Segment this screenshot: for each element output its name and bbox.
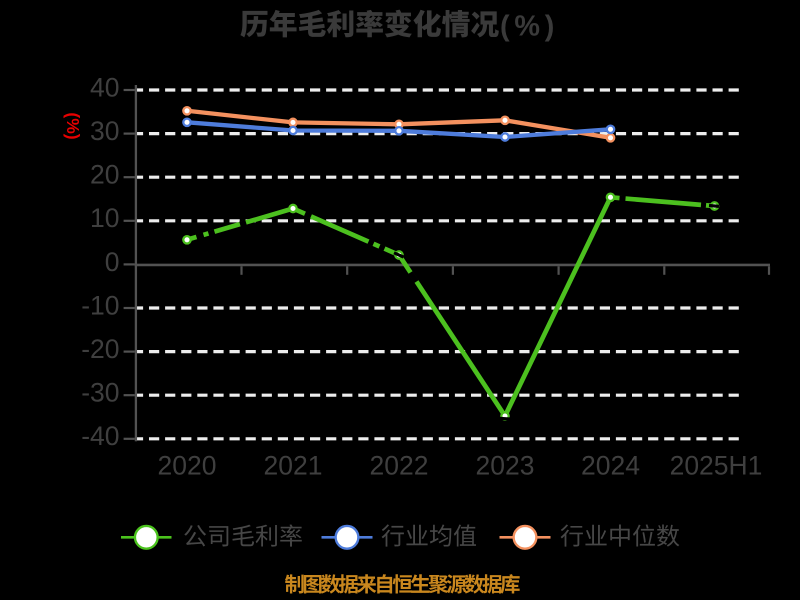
svg-text:2022: 2022	[370, 451, 429, 481]
svg-text:30: 30	[90, 116, 119, 146]
svg-text:(%): (%)	[63, 112, 83, 139]
svg-text:2023: 2023	[476, 451, 535, 481]
svg-text:-20: -20	[81, 334, 119, 364]
svg-text:2025H1: 2025H1	[670, 451, 763, 481]
svg-text:-40: -40	[81, 421, 119, 451]
svg-text:-10: -10	[81, 290, 119, 320]
svg-text:10: 10	[90, 203, 119, 233]
svg-text:40: 40	[90, 72, 119, 102]
svg-text:0: 0	[105, 247, 120, 277]
svg-text:(%): (%)	[500, 10, 559, 42]
svg-text:2021: 2021	[264, 451, 323, 481]
svg-text:-30: -30	[81, 378, 119, 408]
svg-text:2020: 2020	[158, 451, 217, 481]
svg-text:20: 20	[90, 160, 119, 190]
svg-text:2024: 2024	[581, 451, 640, 481]
